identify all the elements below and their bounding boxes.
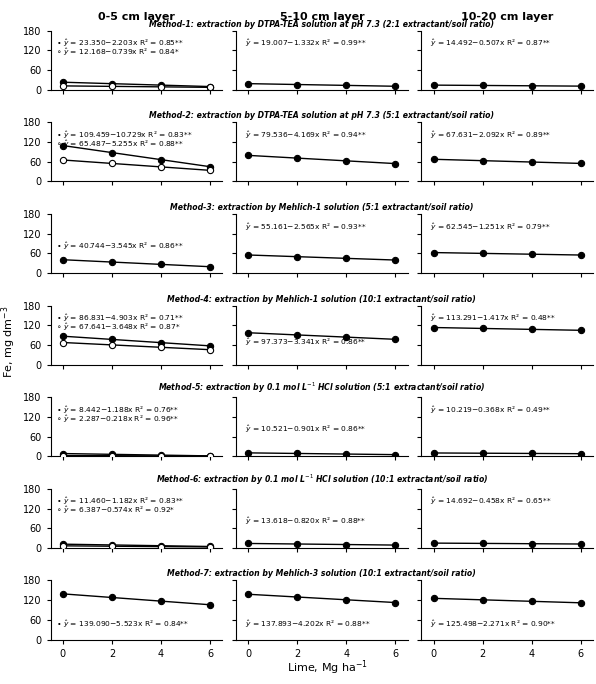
Text: Method-5: extraction by 0.1 mol L$^{-1}$ HCl solution (5:1 extractant/soil ratio: Method-5: extraction by 0.1 mol L$^{-1}$… bbox=[159, 381, 485, 395]
Text: $\circ$ $\hat{y}$ = 65.487−5.255x R² = 0.88**: $\circ$ $\hat{y}$ = 65.487−5.255x R² = 0… bbox=[56, 138, 184, 150]
Text: Method-7: extraction by Mehlich-3 solution (10:1 extractant/soil ratio): Method-7: extraction by Mehlich-3 soluti… bbox=[167, 569, 476, 579]
Text: $\hat{y}$ = 97.373−3.341x R² = 0.86**: $\hat{y}$ = 97.373−3.341x R² = 0.86** bbox=[244, 337, 366, 347]
Text: Method-3: extraction by Mehlich-1 solution (5:1 extractant/soil ratio): Method-3: extraction by Mehlich-1 soluti… bbox=[170, 203, 474, 212]
Text: $\hat{y}$ = 14.692−0.458x R² = 0.65**: $\hat{y}$ = 14.692−0.458x R² = 0.65** bbox=[430, 496, 551, 508]
Text: $\hat{y}$ = 13.618−0.820x R² = 0.88**: $\hat{y}$ = 13.618−0.820x R² = 0.88** bbox=[244, 516, 366, 527]
Text: $\bullet$ $\hat{y}$ = 23.350−2.203x R² = 0.85**: $\bullet$ $\hat{y}$ = 23.350−2.203x R² =… bbox=[56, 38, 184, 49]
Text: $\hat{y}$ = 62.545−1.251x R² = 0.79**: $\hat{y}$ = 62.545−1.251x R² = 0.79** bbox=[430, 221, 551, 233]
Text: Fe, mg dm$^{-3}$: Fe, mg dm$^{-3}$ bbox=[0, 306, 18, 378]
Text: $\hat{y}$ = 10.219−0.368x R² = 0.49**: $\hat{y}$ = 10.219−0.368x R² = 0.49** bbox=[430, 404, 551, 416]
Text: $\hat{y}$ = 14.492−0.507x R² = 0.87**: $\hat{y}$ = 14.492−0.507x R² = 0.87** bbox=[430, 38, 551, 49]
Text: 0-5 cm layer: 0-5 cm layer bbox=[98, 12, 175, 22]
Text: $\hat{y}$ = 67.631−2.092x R² = 0.89**: $\hat{y}$ = 67.631−2.092x R² = 0.89** bbox=[430, 129, 551, 141]
Text: $\circ$ $\hat{y}$ = 67.641−3.648x R² = 0.87*: $\circ$ $\hat{y}$ = 67.641−3.648x R² = 0… bbox=[56, 321, 181, 333]
Text: $\hat{y}$ = 19.007−1.332x R² = 0.99**: $\hat{y}$ = 19.007−1.332x R² = 0.99** bbox=[244, 38, 367, 49]
Text: Method-4: extraction by Mehlich-1 solution (10:1 extractant/soil ratio): Method-4: extraction by Mehlich-1 soluti… bbox=[167, 295, 476, 304]
Text: $\hat{y}$ = 10.521−0.901x R² = 0.86**: $\hat{y}$ = 10.521−0.901x R² = 0.86** bbox=[244, 424, 366, 435]
Text: $\circ$ $\hat{y}$ = 2.287−0.218x R² = 0.96**: $\circ$ $\hat{y}$ = 2.287−0.218x R² = 0.… bbox=[56, 413, 179, 425]
Text: $\bullet$ $\hat{y}$ = 40.744−3.545x R² = 0.86**: $\bullet$ $\hat{y}$ = 40.744−3.545x R² =… bbox=[56, 241, 184, 252]
Text: $\bullet$ $\hat{y}$ = 86.831−4.903x R² = 0.71**: $\bullet$ $\hat{y}$ = 86.831−4.903x R² =… bbox=[56, 313, 184, 324]
Text: Method-6: extraction by 0.1 mol L$^{-1}$ HCl solution (10:1 extractant/soil rati: Method-6: extraction by 0.1 mol L$^{-1}$… bbox=[156, 473, 488, 487]
Text: $\bullet$ $\hat{y}$ = 11.460−1.182x R² = 0.83**: $\bullet$ $\hat{y}$ = 11.460−1.182x R² =… bbox=[56, 496, 184, 508]
Text: $\circ$ $\hat{y}$ = 6.387−0.574x R² = 0.92*: $\circ$ $\hat{y}$ = 6.387−0.574x R² = 0.… bbox=[56, 505, 175, 516]
Text: Method-1: extraction by DTPA-TEA solution at pH 7.3 (2:1 extractant/soil ratio): Method-1: extraction by DTPA-TEA solutio… bbox=[150, 20, 494, 29]
Text: $\hat{y}$ = 137.893−4.202x R² = 0.88**: $\hat{y}$ = 137.893−4.202x R² = 0.88** bbox=[244, 619, 370, 630]
Text: $\circ$ $\hat{y}$ = 12.168−0.739x R² = 0.84*: $\circ$ $\hat{y}$ = 12.168−0.739x R² = 0… bbox=[56, 47, 180, 58]
Text: 10-20 cm layer: 10-20 cm layer bbox=[461, 12, 554, 22]
Text: $\hat{y}$ = 79.536−4.169x R² = 0.94**: $\hat{y}$ = 79.536−4.169x R² = 0.94** bbox=[244, 129, 367, 141]
Text: $\bullet$ $\hat{y}$ = 8.442−1.188x R² = 0.76**: $\bullet$ $\hat{y}$ = 8.442−1.188x R² = … bbox=[56, 404, 179, 416]
Text: $\hat{y}$ = 55.161−2.565x R² = 0.93**: $\hat{y}$ = 55.161−2.565x R² = 0.93** bbox=[244, 221, 367, 233]
Text: Method-2: extraction by DTPA-TEA solution at pH 7.3 (5:1 extractant/soil ratio): Method-2: extraction by DTPA-TEA solutio… bbox=[150, 111, 494, 120]
Text: Lime, Mg ha$^{-1}$: Lime, Mg ha$^{-1}$ bbox=[287, 659, 368, 677]
Text: $\hat{y}$ = 113.291−1.417x R² = 0.48**: $\hat{y}$ = 113.291−1.417x R² = 0.48** bbox=[430, 313, 556, 324]
Text: $\hat{y}$ = 125.498−2.271x R² = 0.90**: $\hat{y}$ = 125.498−2.271x R² = 0.90** bbox=[430, 619, 556, 630]
Text: $\bullet$ $\hat{y}$ = 139.090−5.523x R² = 0.84**: $\bullet$ $\hat{y}$ = 139.090−5.523x R² … bbox=[56, 619, 189, 630]
Text: $\bullet$ $\hat{y}$ = 109.459−10.729x R² = 0.83**: $\bullet$ $\hat{y}$ = 109.459−10.729x R²… bbox=[56, 129, 193, 141]
Text: 5-10 cm layer: 5-10 cm layer bbox=[280, 12, 364, 22]
